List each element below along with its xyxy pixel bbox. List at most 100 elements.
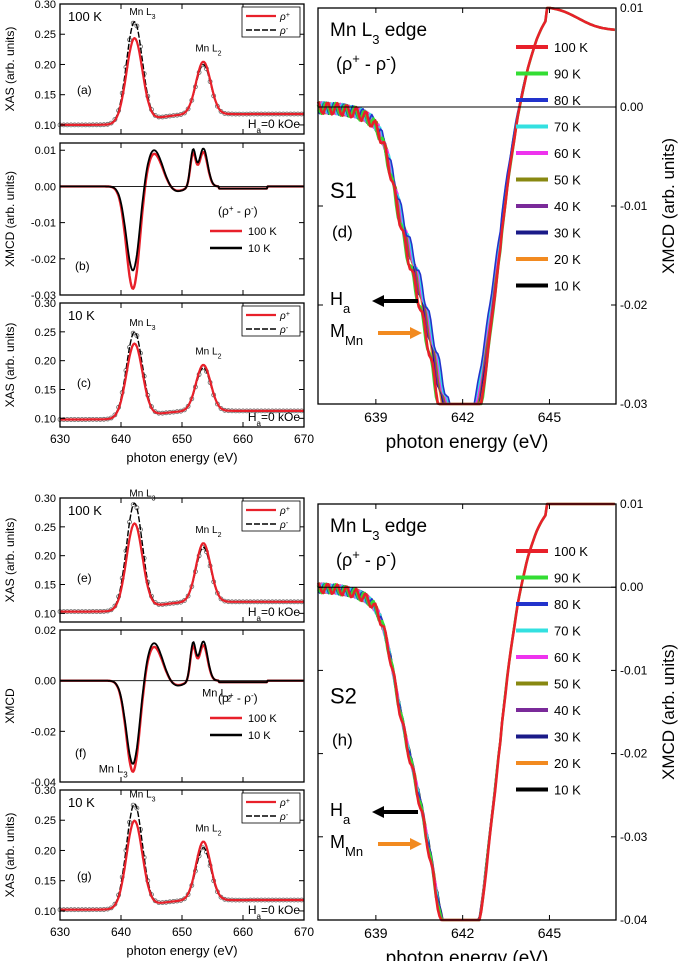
x-axis-label: photon energy (eV) <box>126 450 237 465</box>
legend-rho-plus: ρ+ <box>279 798 290 810</box>
xmcd-series-10K-f <box>60 640 304 765</box>
x-axis-label: photon energy (eV) <box>126 943 237 958</box>
y-axis-label: XMCD <box>3 688 17 724</box>
panel-title: Mn L3 edge <box>330 516 427 543</box>
rho-plus-line-e <box>60 522 304 613</box>
y-tick-label: 0.25 <box>35 29 56 41</box>
x-tick-label: 670 <box>294 432 314 446</box>
panel-label: (d) <box>332 223 353 242</box>
temperature-label: 100 K <box>68 9 102 24</box>
y-tick-label: -0.01 <box>620 663 648 677</box>
y-axis-label: XAS (arb. units) <box>3 27 17 112</box>
y-tick-label: 0.20 <box>35 845 56 857</box>
y-tick-label: -0.02 <box>620 747 648 761</box>
x-tick-label: 640 <box>111 925 131 939</box>
temperature-label: 10 K <box>68 308 95 323</box>
legend-entry: 10 K <box>554 279 581 294</box>
y-tick-label: -0.01 <box>31 218 56 230</box>
panel-frame-b <box>59 142 305 296</box>
arrow-label-mmn: MMn <box>330 832 363 859</box>
legend-rho-minus: ρ- <box>279 325 289 337</box>
panel-label: (h) <box>332 730 353 749</box>
y-tick-label: 0.25 <box>35 815 56 827</box>
legend-entry: 100 K <box>248 226 277 238</box>
y-tick-label: 0.01 <box>620 497 644 511</box>
x-tick-label: 645 <box>538 925 562 941</box>
y-tick-label: 0.30 <box>35 785 56 797</box>
legend-entry: 50 K <box>554 677 581 692</box>
temperature-label: 10 K <box>68 795 95 810</box>
y-tick-label: 0.15 <box>35 580 56 592</box>
x-tick-label: 660 <box>233 925 253 939</box>
xmcd-series-100K-b <box>59 151 304 290</box>
legend-entry: 90 K <box>554 67 581 82</box>
y-tick-label: -0.02 <box>31 254 56 266</box>
legend-rho-plus: ρ+ <box>279 311 290 323</box>
field-label: Ha=0 kOe <box>248 117 300 135</box>
legend-title: (ρ+ - ρ-) <box>218 691 258 706</box>
legend-entry: 80 K <box>554 93 581 108</box>
legend-rho-minus: ρ- <box>279 812 289 824</box>
legend-entry: 60 K <box>554 650 581 665</box>
legend-entry: 20 K <box>554 252 581 267</box>
arrow-label-mmn: MMn <box>330 321 363 348</box>
panel-label: (g) <box>77 869 92 883</box>
y-axis-label: XMCD (arb. units) <box>3 171 17 267</box>
y-tick-label: 0.15 <box>35 876 56 888</box>
y-tick-label: -0.02 <box>31 726 56 738</box>
y-axis-label: XAS (arb. units) <box>3 518 17 603</box>
rho-plus-line-g <box>60 819 304 911</box>
temperature-label: 100 K <box>68 503 102 518</box>
legend-title: (ρ+ - ρ-) <box>218 204 258 219</box>
axes-layer: 0.10 0.15 0.20 0.25 0.30 100 K (a) Mn L3 Mn L2 Ha… <box>3 0 678 961</box>
annotation-mn-l3: Mn L3 <box>129 318 155 332</box>
annotation-mn-l2: Mn L2 <box>202 688 231 704</box>
y-tick-label: -0.03 <box>31 290 56 302</box>
legend-entry: 40 K <box>554 199 581 214</box>
legend-entry: 70 K <box>554 120 581 135</box>
legend-entry: 100 K <box>554 544 588 559</box>
legend-entry: 50 K <box>554 173 581 188</box>
y-tick-label: 0.20 <box>35 551 56 563</box>
x-tick-label: 642 <box>451 409 475 425</box>
annotation-mn-l2: Mn L2 <box>195 823 221 837</box>
arrowhead-ha <box>372 295 384 307</box>
y-tick-label: 0.15 <box>35 385 56 397</box>
x-tick-label: 650 <box>172 432 192 446</box>
annotation-mn-l3: Mn L3 <box>129 789 155 803</box>
annotation-mn-l3: Mn L3 <box>99 763 128 779</box>
arrowhead-mmn <box>410 838 422 850</box>
legend-entry: 40 K <box>554 703 581 718</box>
annotation-mn-l2: Mn L2 <box>195 525 221 539</box>
y-tick-label: 0.30 <box>35 298 56 310</box>
x-tick-label: 630 <box>50 432 70 446</box>
y-tick-label: 0.10 <box>35 413 56 425</box>
panel-label: (e) <box>77 571 92 585</box>
legend-entry: 90 K <box>554 571 581 586</box>
legend-rho-plus: ρ+ <box>279 12 290 24</box>
legend-rho-minus: ρ- <box>279 26 289 38</box>
x-tick-label: 640 <box>111 432 131 446</box>
sample-label: S2 <box>330 684 357 709</box>
panel-label: (a) <box>77 83 92 97</box>
legend-entry: 100 K <box>248 713 277 725</box>
annotation-mn-l3: Mn L3 <box>129 489 155 503</box>
y-tick-label: 0.01 <box>35 145 56 157</box>
legend-entry: 30 K <box>554 226 581 241</box>
y-tick-label: 0.10 <box>35 906 56 918</box>
legend-box <box>241 792 301 824</box>
y-tick-label: 0.25 <box>35 327 56 339</box>
legend-entry: 30 K <box>554 730 581 745</box>
legend-entry: 60 K <box>554 146 581 161</box>
sample-label: S1 <box>330 178 357 203</box>
x-axis-label: photon energy (eV) <box>386 432 549 453</box>
y-tick-label: 0.15 <box>35 90 56 102</box>
legend-entry: 10 K <box>248 243 271 255</box>
rho-minus-markers-c <box>57 330 305 422</box>
y-tick-label: 0.00 <box>620 100 644 114</box>
arrow-label-ha: Ha <box>330 800 351 827</box>
y-tick-label: 0.20 <box>35 59 56 71</box>
y-axis-label: XAS (arb. units) <box>3 323 17 408</box>
legend-entry: 10 K <box>554 783 581 798</box>
